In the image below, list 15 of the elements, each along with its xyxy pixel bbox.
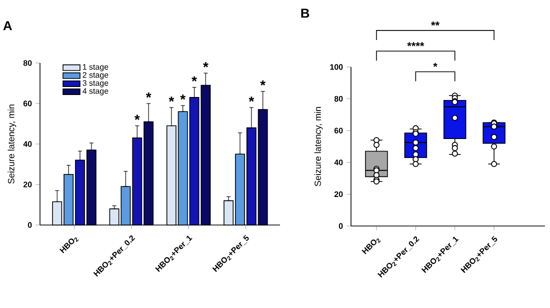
text: * — [433, 62, 438, 67]
data-label: * — [203, 62, 208, 68]
data-label: * — [248, 96, 254, 102]
data-label: * — [168, 96, 174, 102]
data-label: * — [146, 92, 152, 98]
data-label: * — [134, 114, 140, 120]
data-label: * — [192, 76, 197, 82]
y-axis-title: Seizure latency, min — [8, 104, 16, 184]
text: **** — [407, 42, 424, 46]
text: ** — [431, 22, 440, 26]
data-label: * — [260, 80, 266, 86]
y-axis-title: Seizure latency, min — [314, 107, 323, 186]
chart-title: A — [3, 21, 12, 30]
data-label: * — [180, 94, 186, 100]
chart-title: B — [301, 8, 310, 18]
